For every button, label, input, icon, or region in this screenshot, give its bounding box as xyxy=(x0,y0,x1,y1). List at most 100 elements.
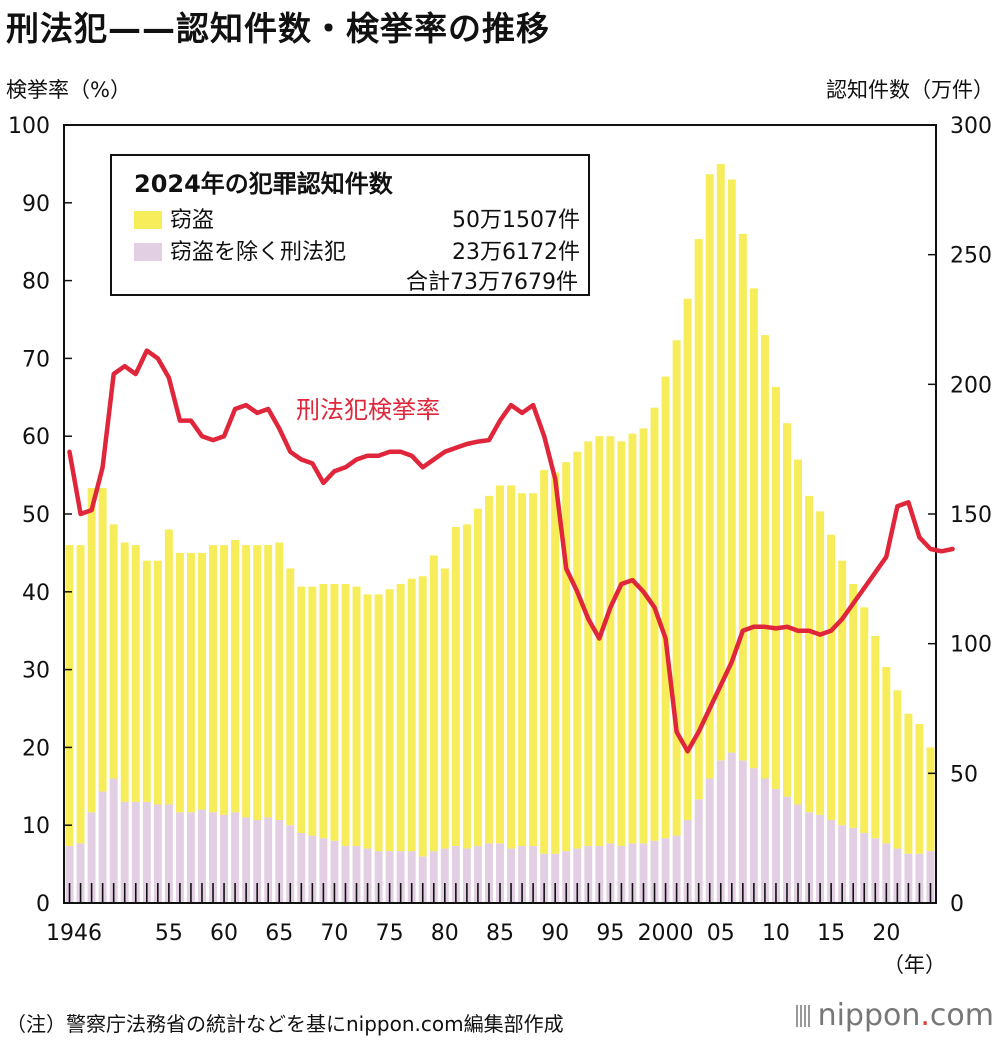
bar-theft-2016 xyxy=(838,560,847,826)
bar-other-1958 xyxy=(198,809,206,903)
bar-theft-1948 xyxy=(87,488,96,813)
bar-theft-1995 xyxy=(606,436,615,844)
line-layer xyxy=(67,348,955,754)
bar-theft-1983 xyxy=(473,508,482,846)
legend-label-other: 窃盗を除く刑法犯 xyxy=(170,240,347,265)
y-left-tick-label: 20 xyxy=(22,736,50,761)
bar-other-1951 xyxy=(120,801,129,903)
x-tick-label: 10 xyxy=(762,921,790,946)
bar-theft-1998 xyxy=(639,428,648,844)
y-right-tick-label: 300 xyxy=(950,114,992,139)
brand-logo: nippon.com xyxy=(795,998,994,1033)
bar-theft-1985 xyxy=(496,485,504,844)
bar-theft-1986 xyxy=(507,485,516,849)
bar-other-1997 xyxy=(628,843,637,903)
bar-theft-1971 xyxy=(341,584,350,846)
y-left-tick-label: 40 xyxy=(22,581,50,606)
y-left-axis-label: 検挙率（%） xyxy=(6,78,131,102)
legend-box: 2024年の犯罪認知件数 窃盗 50万1507件 窃盗を除く刑法犯 23万617… xyxy=(110,154,590,296)
y-right-axis-label: 認知件数（万件） xyxy=(826,78,994,102)
bar-other-2000 xyxy=(661,838,670,903)
legend-swatch-theft xyxy=(134,211,162,229)
bar-theft-1951 xyxy=(120,542,129,802)
bar-theft-1965 xyxy=(275,542,284,821)
bar-other-1996 xyxy=(617,845,626,903)
bar-theft-1969 xyxy=(319,584,328,839)
bar-theft-1999 xyxy=(650,407,659,841)
x-tick-label: 15 xyxy=(817,921,845,946)
bar-theft-1961 xyxy=(231,539,240,813)
bar-theft-1978 xyxy=(418,576,427,857)
line-clearance-rate xyxy=(67,348,955,754)
bar-theft-1973 xyxy=(363,594,372,849)
bar-other-2007 xyxy=(738,760,747,903)
bar-other-1970 xyxy=(330,840,339,903)
bar-other-1948 xyxy=(87,812,96,903)
y-right-tick-label: 50 xyxy=(950,762,978,787)
bar-other-1992 xyxy=(573,848,582,903)
bar-other-1959 xyxy=(209,812,217,903)
bar-other-1956 xyxy=(175,812,184,903)
bar-other-1967 xyxy=(297,832,306,903)
bar-other-1953 xyxy=(142,801,151,903)
bar-theft-2001 xyxy=(672,340,681,836)
bar-other-2011 xyxy=(783,796,791,903)
bar-theft-1956 xyxy=(175,552,184,813)
bar-theft-1958 xyxy=(198,552,206,810)
bar-theft-2008 xyxy=(749,288,758,769)
bar-other-1993 xyxy=(584,845,593,903)
y-left-tick-label: 50 xyxy=(22,503,50,528)
y-left-tick-label: 100 xyxy=(8,114,50,139)
bar-theft-2018 xyxy=(860,607,869,833)
bar-other-1977 xyxy=(407,851,416,903)
bar-other-1965 xyxy=(275,820,284,903)
bar-other-1972 xyxy=(352,845,361,903)
bar-theft-1946 xyxy=(65,545,74,846)
bar-other-2020 xyxy=(882,843,891,903)
bar-other-1961 xyxy=(231,812,240,903)
bar-other-2001 xyxy=(672,835,681,903)
bar-theft-1988 xyxy=(529,493,538,846)
x-tick-label: 70 xyxy=(320,921,348,946)
x-tick-label: 60 xyxy=(210,921,238,946)
legend-value-other: 23万6172件 xyxy=(452,240,580,265)
bar-other-1952 xyxy=(131,801,140,903)
bar-other-1979 xyxy=(429,851,438,903)
x-tick-label: 85 xyxy=(486,921,514,946)
x-tick-label: 05 xyxy=(707,921,735,946)
bar-other-1978 xyxy=(418,856,427,903)
axis-ticks-layer: 0102030405060708090100050100150200250300… xyxy=(8,114,992,946)
bar-theft-1974 xyxy=(374,594,383,852)
bar-theft-2010 xyxy=(771,386,780,789)
bar-other-1963 xyxy=(253,820,262,903)
bar-theft-2013 xyxy=(805,495,814,813)
bar-other-2012 xyxy=(794,804,802,903)
bar-theft-1954 xyxy=(153,560,162,805)
bar-other-1995 xyxy=(606,843,615,903)
bar-theft-1982 xyxy=(462,524,471,849)
legend-label-theft: 窃盗 xyxy=(170,208,215,233)
y-left-tick-label: 80 xyxy=(22,270,50,295)
bar-other-2004 xyxy=(705,778,714,903)
bar-theft-2000 xyxy=(661,376,670,839)
bar-other-1986 xyxy=(507,848,516,903)
y-right-tick-label: 150 xyxy=(950,503,992,528)
bar-other-1999 xyxy=(650,840,659,903)
bar-other-2018 xyxy=(860,832,869,903)
bar-other-1975 xyxy=(385,851,394,903)
legend-item-other: 窃盗を除く刑法犯 23万6172件 xyxy=(134,234,580,266)
bar-theft-2019 xyxy=(871,635,880,839)
line-series-label: 刑法犯検挙率 xyxy=(296,396,440,424)
bar-theft-2017 xyxy=(849,584,858,828)
bar-theft-1987 xyxy=(518,493,527,846)
bar-theft-1953 xyxy=(142,560,151,802)
chart-title: 刑法犯——認知件数・検挙率の推移 xyxy=(6,9,550,48)
y-right-tick-label: 200 xyxy=(950,373,992,398)
bar-other-2021 xyxy=(893,848,902,903)
bar-other-1991 xyxy=(562,851,571,903)
x-tick-label: 20 xyxy=(872,921,900,946)
bar-other-1987 xyxy=(518,845,527,903)
bar-other-1971 xyxy=(341,845,350,903)
bar-other-1966 xyxy=(286,825,295,903)
bar-theft-1962 xyxy=(242,545,251,818)
